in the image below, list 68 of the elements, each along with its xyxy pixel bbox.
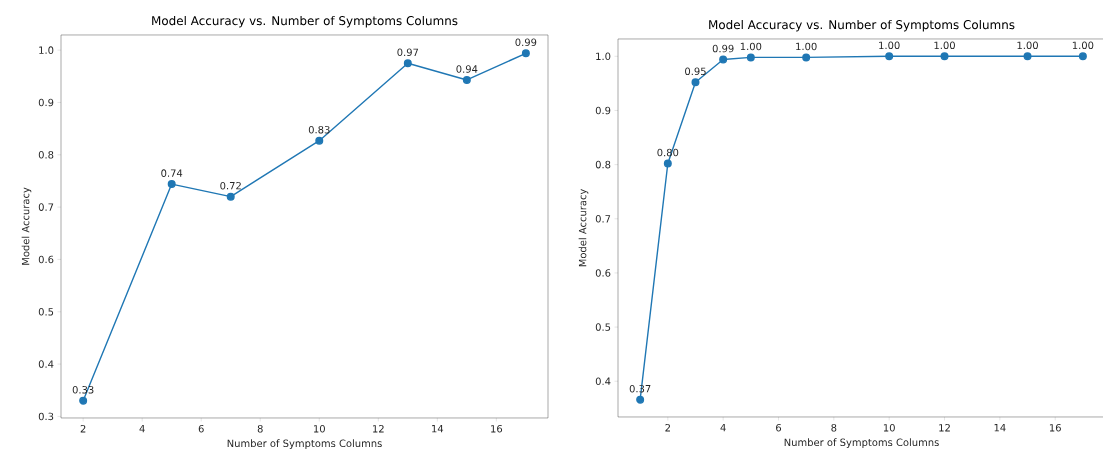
x-tick-label: 16: [491, 424, 503, 433]
point: [462, 75, 471, 84]
y-tick-label: 0.6: [595, 269, 611, 277]
point: [885, 52, 894, 61]
y-tick-label: 0.5: [595, 323, 611, 331]
data-label: 0.97: [397, 48, 419, 57]
data-label: 1.00: [934, 41, 955, 50]
point: [1023, 52, 1032, 61]
x-tick-label: 14: [432, 425, 444, 433]
point: [691, 78, 700, 87]
point: [1078, 52, 1087, 61]
x-tick-label: 4: [139, 425, 145, 433]
point: [167, 180, 176, 189]
x-axis-title: Number of Symptoms Columns: [784, 438, 939, 449]
x-tick-label: 14: [994, 424, 1006, 432]
x-axis-title: Number of Symptoms Columns: [227, 439, 382, 450]
point: [403, 59, 412, 68]
data-label: 1.00: [740, 42, 762, 51]
point: [636, 395, 645, 404]
data-label: 1.00: [879, 41, 900, 50]
data-label: 0.95: [685, 67, 706, 76]
x-tick-label: 4: [720, 424, 726, 432]
x-tick-label: 8: [831, 423, 837, 432]
y-tick-label: 0.4: [38, 360, 54, 368]
y-tick-label: 0.6: [38, 255, 54, 264]
point: [315, 136, 324, 145]
y-tick-label: 0.7: [38, 203, 54, 211]
x-tick-label: 2: [80, 424, 86, 433]
point: [802, 53, 811, 62]
y-tick-label: 0.9: [38, 98, 54, 107]
chart-title: Model Accuracy vs. Number of Symptoms Columns: [709, 19, 1015, 32]
data-label: 0.72: [220, 181, 241, 190]
x-tick-label: 12: [373, 424, 384, 433]
chart-title: Model Accuracy vs. Number of Symptoms Columns: [152, 15, 458, 28]
data-label: 0.83: [308, 125, 330, 134]
y-tick-label: 0.5: [38, 307, 54, 316]
x-tick-label: 8: [257, 424, 263, 433]
point: [746, 53, 755, 62]
y-tick-label: 0.9: [595, 106, 611, 115]
point: [719, 55, 728, 64]
point: [521, 49, 530, 58]
y-tick-label: 0.8: [38, 151, 54, 159]
y-tick-label: 1.0: [596, 52, 611, 61]
data-label: 0.94: [456, 65, 478, 73]
y-tick-label: 0.4: [595, 377, 611, 386]
y-tick-label: 0.8: [595, 160, 611, 169]
point: [940, 52, 949, 61]
point: [79, 396, 88, 405]
y-tick-label: 0.7: [595, 215, 611, 223]
data-label: 1.00: [1017, 41, 1038, 50]
data-label: 1.00: [1072, 41, 1094, 50]
data-label: 0.74: [161, 169, 183, 177]
x-tick-label: 2: [665, 423, 670, 432]
y-tick-label: 1.0: [39, 46, 54, 54]
data-label: 0.99: [712, 44, 734, 53]
y-tick-label: 0.3: [38, 412, 54, 421]
point: [226, 192, 235, 201]
data-label: 0.99: [515, 38, 537, 47]
x-tick-label: 16: [1049, 423, 1061, 432]
point: [663, 159, 672, 168]
y-axis-title: Model Accuracy: [21, 187, 32, 265]
x-tick-label: 10: [314, 424, 325, 433]
data-label: 1.00: [796, 42, 817, 51]
x-tick-label: 12: [939, 423, 950, 432]
y-axis-title: Model Accuracy: [578, 188, 589, 267]
x-tick-label: 10: [883, 423, 895, 432]
x-tick-label: 6: [776, 423, 782, 432]
x-tick-label: 6: [198, 424, 204, 433]
